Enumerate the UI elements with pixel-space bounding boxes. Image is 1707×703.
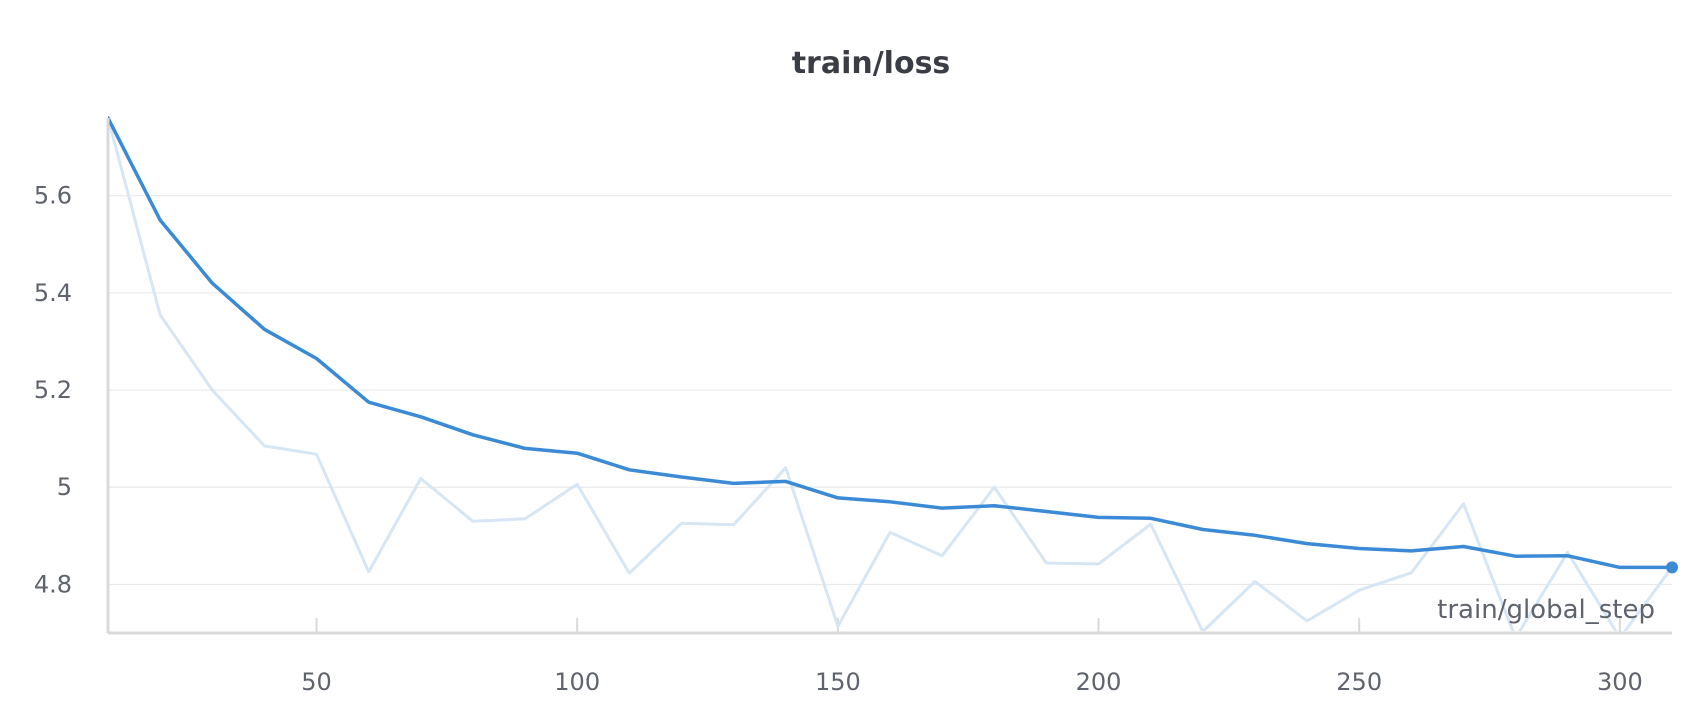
x-tick-label: 300 <box>1597 668 1643 696</box>
y-tick-label: 5.6 <box>34 182 72 210</box>
x-tick-label: 50 <box>301 668 332 696</box>
x-tick-label: 250 <box>1336 668 1382 696</box>
smoothed-loss-line <box>108 116 1674 570</box>
grid-lines <box>108 195 1672 585</box>
x-tick-label: 150 <box>815 668 861 696</box>
y-tick-label: 4.8 <box>34 570 72 598</box>
last-point-marker <box>1666 561 1678 574</box>
series-layer <box>108 116 1674 631</box>
chart-title: train/loss <box>792 46 951 81</box>
y-tick-label: 5 <box>57 473 72 501</box>
x-tick-label: 100 <box>554 668 600 696</box>
y-tick-labels: 4.8 5 5.2 5.4 5.6 <box>34 182 72 599</box>
x-ticks: 50 100 150 200 250 300 <box>301 618 1643 696</box>
last-point-marker-layer <box>1666 561 1678 574</box>
x-tick-label: 200 <box>1076 668 1122 696</box>
y-tick-label: 5.2 <box>34 376 72 404</box>
x-axis-label: train/global_step <box>1437 595 1655 625</box>
y-tick-label: 5.4 <box>34 279 72 307</box>
raw-loss-line <box>108 116 1674 631</box>
